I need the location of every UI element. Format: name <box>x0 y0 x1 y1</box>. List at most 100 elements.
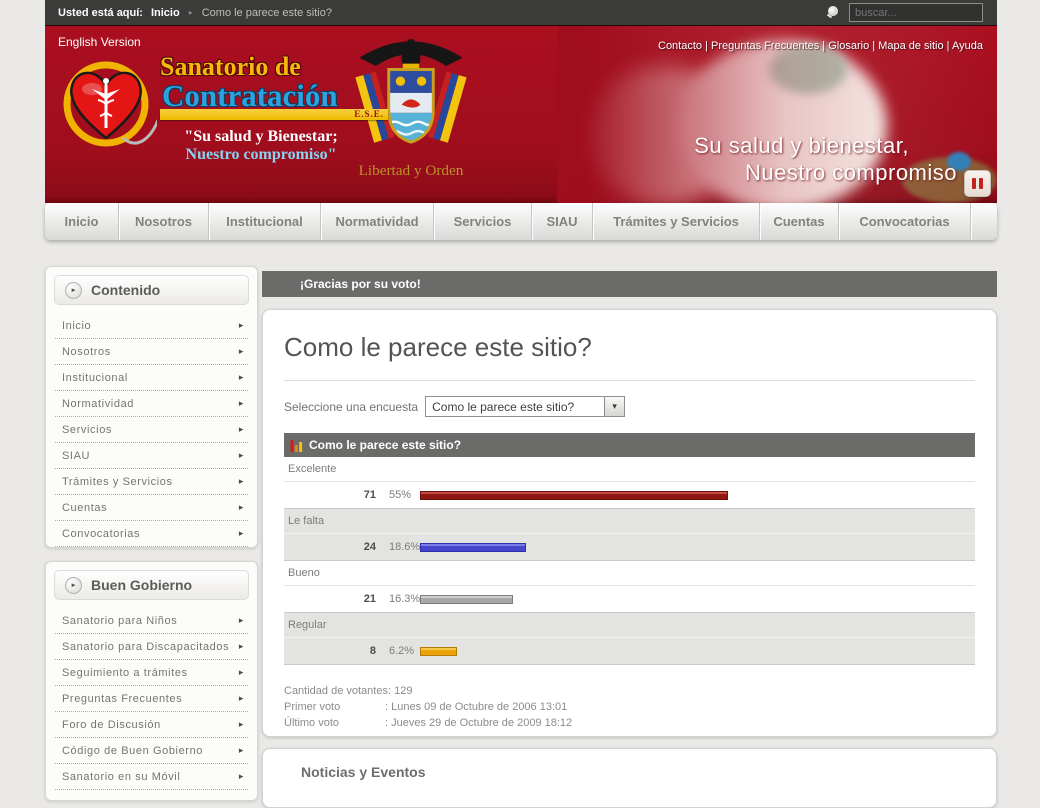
sidebar-item-label: Seguimiento a trámites <box>62 667 188 679</box>
collapse-arrow-icon[interactable]: ▸ <box>65 282 82 299</box>
poll-select[interactable]: Como le parece este sitio? ▾ <box>425 396 625 417</box>
header-link-glosario[interactable]: Glosario <box>828 40 869 52</box>
poll-stat-cantidad-de-votantes: Cantidad de votantes: 129 <box>284 683 975 699</box>
logo-slogan-line2: Nuestro compromiso" <box>121 146 401 164</box>
sidebar-item-codigo-de-buen-gobierno[interactable]: Código de Buen Gobierno ▸ <box>55 738 248 764</box>
collapse-arrow-icon[interactable]: ▸ <box>65 577 82 594</box>
sidebar-list-buen-gobierno: Sanatorio para Niños▸Sanatorio para Disc… <box>55 608 248 790</box>
sidebar-item-label: Inicio <box>62 320 91 332</box>
nav-item-siau[interactable]: SIAU <box>532 203 593 240</box>
nav-item-nosotros[interactable]: Nosotros <box>119 203 209 240</box>
pause-button[interactable] <box>964 170 991 197</box>
sidebar-item-label: Cuentas <box>62 502 107 514</box>
sidebar-item-sanatorio-para-discapacitados[interactable]: Sanatorio para Discapacitados ▸ <box>55 634 248 660</box>
sidebar-item-cuentas[interactable]: Cuentas ▸ <box>55 495 248 521</box>
chevron-right-icon: ▸ <box>239 502 244 513</box>
english-version-link[interactable]: English Version <box>58 35 141 49</box>
chevron-right-icon: ▸ <box>239 398 244 409</box>
poll-option-values: 21 16.3% <box>284 586 975 612</box>
sidebar-item-label: Servicios <box>62 424 112 436</box>
header-link-ayuda[interactable]: Ayuda <box>952 40 983 52</box>
news-section-title: Noticias y Eventos <box>301 764 975 780</box>
poll-percent: 55% <box>389 482 411 508</box>
sidebar-item-label: Sanatorio en su Móvil <box>62 771 180 783</box>
sidebar-item-label: Nosotros <box>62 346 111 358</box>
poll-option-values: 71 55% <box>284 482 975 508</box>
sidebar-item-institucional[interactable]: Institucional ▸ <box>55 365 248 391</box>
poll-select-row: Seleccione una encuesta Como le parece e… <box>284 396 975 417</box>
nav-item-cuentas[interactable]: Cuentas <box>760 203 839 240</box>
chevron-right-icon: ▸ <box>239 745 244 756</box>
chevron-right-icon: ▸ <box>239 476 244 487</box>
poll-percent: 6.2% <box>389 638 414 664</box>
banner-slogan-line2: Nuestro compromiso <box>694 159 957 186</box>
sidebar-item-sanatorio-en-su-movil[interactable]: Sanatorio en su Móvil ▸ <box>55 764 248 790</box>
poll-votes: 71 <box>284 482 376 508</box>
breadcrumb-prefix: Usted está aquí: <box>58 7 143 19</box>
sidebar-item-label: Sanatorio para Discapacitados <box>62 641 229 653</box>
header-links: Contacto | Preguntas Frecuentes | Glosar… <box>658 40 983 52</box>
header-link-separator: | <box>869 40 878 52</box>
sidebar-item-siau[interactable]: SIAU▸ <box>55 443 248 469</box>
poll-results-title: Como le parece este sitio? <box>309 438 461 452</box>
sidebar-item-seguimiento-a-tramites[interactable]: Seguimiento a trámites▸ <box>55 660 248 686</box>
poll-bar <box>420 543 526 552</box>
sidebar-item-servicios[interactable]: Servicios ▸ <box>55 417 248 443</box>
poll-option-label: Excelente <box>284 457 975 482</box>
search-icon[interactable] <box>827 6 840 19</box>
chevron-right-icon: ▸ <box>239 372 244 383</box>
chevron-right-icon: ▸ <box>239 771 244 782</box>
banner-slogan-line1: Su salud y bienestar, <box>694 132 957 159</box>
poll-votes: 21 <box>284 586 376 612</box>
nav-item-inicio[interactable]: Inicio <box>45 203 119 240</box>
chevron-right-icon: ▸ <box>239 528 244 539</box>
chevron-right-icon: ▸ <box>239 615 244 626</box>
site-logo[interactable]: Sanatorio de Contratación E.S.E. "Su sal… <box>61 52 391 182</box>
sidebar-item-convocatorias[interactable]: Convocatorias ▸ <box>55 521 248 547</box>
chevron-down-icon[interactable]: ▾ <box>604 397 624 416</box>
sidebar-item-label: Preguntas Frecuentes <box>62 693 182 705</box>
sidebar-item-label: Código de Buen Gobierno <box>62 745 203 757</box>
sidebar-item-nosotros[interactable]: Nosotros ▸ <box>55 339 248 365</box>
nav-item-convocatorias[interactable]: Convocatorias <box>839 203 971 240</box>
header-link-contacto[interactable]: Contacto <box>658 40 702 52</box>
breadcrumb-home-link[interactable]: Inicio <box>151 7 180 19</box>
chevron-right-icon: ▸ <box>239 450 244 461</box>
chevron-right-icon: ▸ <box>239 346 244 357</box>
search-input[interactable] <box>849 3 983 22</box>
nav-item-normatividad[interactable]: Normatividad <box>321 203 434 240</box>
header-link-separator: | <box>819 40 828 52</box>
breadcrumb-current: Como le parece este sitio? <box>202 7 332 19</box>
site-header: English Version Contacto | Preguntas Fre… <box>45 26 997 203</box>
sidebar-item-label: Trámites y Servicios <box>62 476 173 488</box>
sidebar-item-label: Institucional <box>62 372 128 384</box>
sidebar-item-preguntas-frecuentes[interactable]: Preguntas Frecuentes▸ <box>55 686 248 712</box>
sidebar-box-header: ▸ Buen Gobierno <box>54 570 249 600</box>
poll-select-label: Seleccione una encuesta <box>284 400 418 414</box>
poll-percent: 16.3% <box>389 586 420 612</box>
sidebar-item-normatividad[interactable]: Normatividad▸ <box>55 391 248 417</box>
sidebar-item-sanatorio-para-ninos[interactable]: Sanatorio para Niños▸ <box>55 608 248 634</box>
sidebar-item-foro-de-discusion[interactable]: Foro de Discusión▸ <box>55 712 248 738</box>
title-divider <box>284 380 975 381</box>
poll-select-value: Como le parece este sitio? <box>426 400 604 414</box>
poll-bar <box>420 491 728 500</box>
sidebar-item-label: Convocatorias <box>62 528 140 540</box>
header-link-preguntas-frecuentes[interactable]: Preguntas Frecuentes <box>711 40 819 52</box>
nav-item-tramites-y-servicios[interactable]: Trámites y Servicios <box>593 203 760 240</box>
sidebar-item-tramites-y-servicios[interactable]: Trámites y Servicios ▸ <box>55 469 248 495</box>
sidebar-item-inicio[interactable]: Inicio ▸ <box>55 313 248 339</box>
nav-item-institucional[interactable]: Institucional <box>209 203 321 240</box>
sidebar-list-contenido: Inicio▸Nosotros▸Institucional▸Normativid… <box>55 313 248 547</box>
chevron-right-icon: ▸ <box>239 424 244 435</box>
chevron-right-icon: ▸ <box>239 641 244 652</box>
header-link-mapa-de-sitio[interactable]: Mapa de sitio <box>878 40 943 52</box>
chevron-right-icon: ▸ <box>239 320 244 331</box>
bar-chart-icon <box>290 439 303 452</box>
nav-item-servicios[interactable]: Servicios <box>434 203 532 240</box>
logo-slogan-line1: "Su salud y Bienestar; <box>121 128 401 146</box>
